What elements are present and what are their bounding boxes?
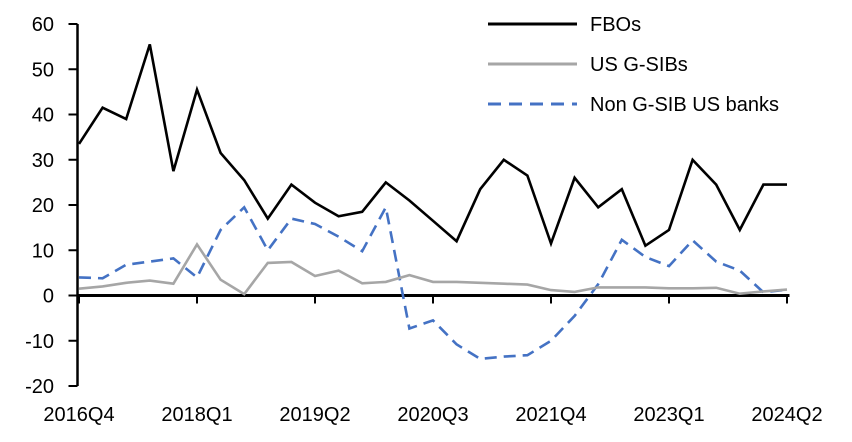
x-tick-label: 2016Q4 bbox=[43, 404, 114, 426]
y-tick-label: -20 bbox=[25, 376, 54, 398]
y-tick-label: 0 bbox=[43, 286, 54, 308]
y-tick-label: 50 bbox=[32, 59, 54, 81]
y-tick-label: 30 bbox=[32, 150, 54, 172]
x-tick-label: 2021Q4 bbox=[515, 404, 586, 426]
y-tick-label: 60 bbox=[32, 14, 54, 36]
x-tick-label: 2023Q1 bbox=[633, 404, 704, 426]
y-tick-label: -10 bbox=[25, 331, 54, 353]
y-tick-label: 40 bbox=[32, 105, 54, 127]
series-line-us-g-sibs bbox=[78, 241, 788, 296]
legend-item-us-g-sibs: US G-SIBs bbox=[488, 54, 688, 76]
legend-label: FBOs bbox=[590, 14, 641, 36]
legend-label: US G-SIBs bbox=[590, 54, 688, 76]
y-tick-label: 10 bbox=[32, 240, 54, 262]
legend-label: Non G-SIB US banks bbox=[590, 94, 779, 116]
x-tick-label: 2020Q3 bbox=[397, 404, 468, 426]
x-tick-label: 2018Q1 bbox=[161, 404, 232, 426]
legend-item-fbos: FBOs bbox=[488, 14, 641, 36]
x-tick-label: 2024Q2 bbox=[751, 404, 822, 426]
legend-item-non-g-sib-us-banks: Non G-SIB US banks bbox=[488, 94, 779, 116]
series-line-non-g-sib-us-banks bbox=[78, 203, 788, 361]
series-line-fbos bbox=[77, 44, 787, 248]
y-tick-label: 20 bbox=[32, 195, 54, 217]
x-tick-label: 2019Q2 bbox=[279, 404, 350, 426]
